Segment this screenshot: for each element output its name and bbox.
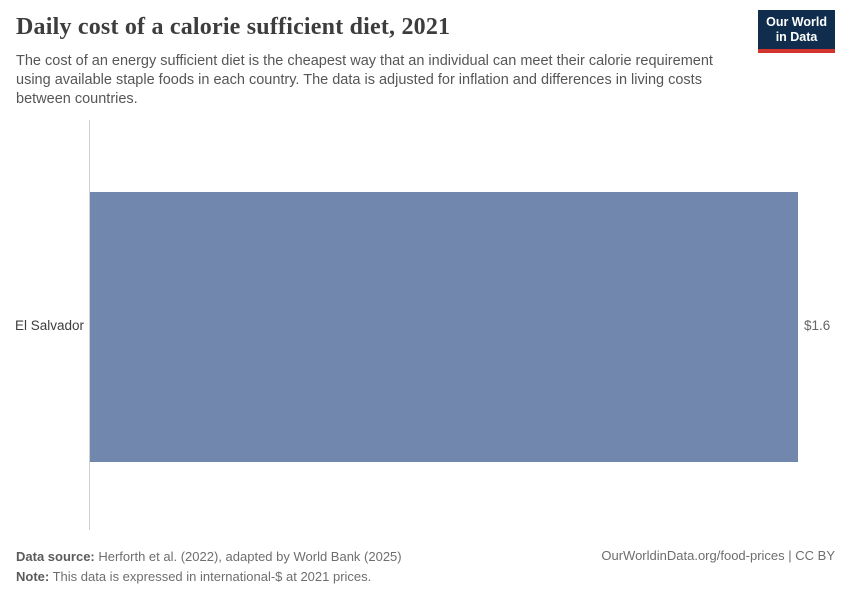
value-label: $1.6 [804,318,831,333]
bar-el-salvador[interactable] [90,192,798,462]
chart-subtitle: The cost of an energy sufficient diet is… [16,53,713,107]
note-label: Note: [16,569,50,584]
owid-logo-line2: in Data [775,30,818,44]
plot-area: El Salvador $1.6 [0,120,850,530]
footer-link[interactable]: OurWorldinData.org/food-prices | CC BY [601,548,835,563]
entity-label: El Salvador [14,318,84,333]
owid-logo[interactable]: Our World in Data [758,10,835,53]
chart-title: Daily cost of a calorie sufficient diet,… [16,14,451,40]
footer-sources: Data source: Herforth et al. (2022), ada… [16,547,402,587]
owid-logo-line1: Our World [766,15,827,29]
note-line: Note: This data is expressed in internat… [16,567,402,587]
note-text: This data is expressed in international-… [49,569,372,584]
data-source-text: Herforth et al. (2022), adapted by World… [94,549,402,564]
y-axis-line [89,120,90,530]
data-source-label: Data source: [16,549,95,564]
data-source-line: Data source: Herforth et al. (2022), ada… [16,547,402,567]
